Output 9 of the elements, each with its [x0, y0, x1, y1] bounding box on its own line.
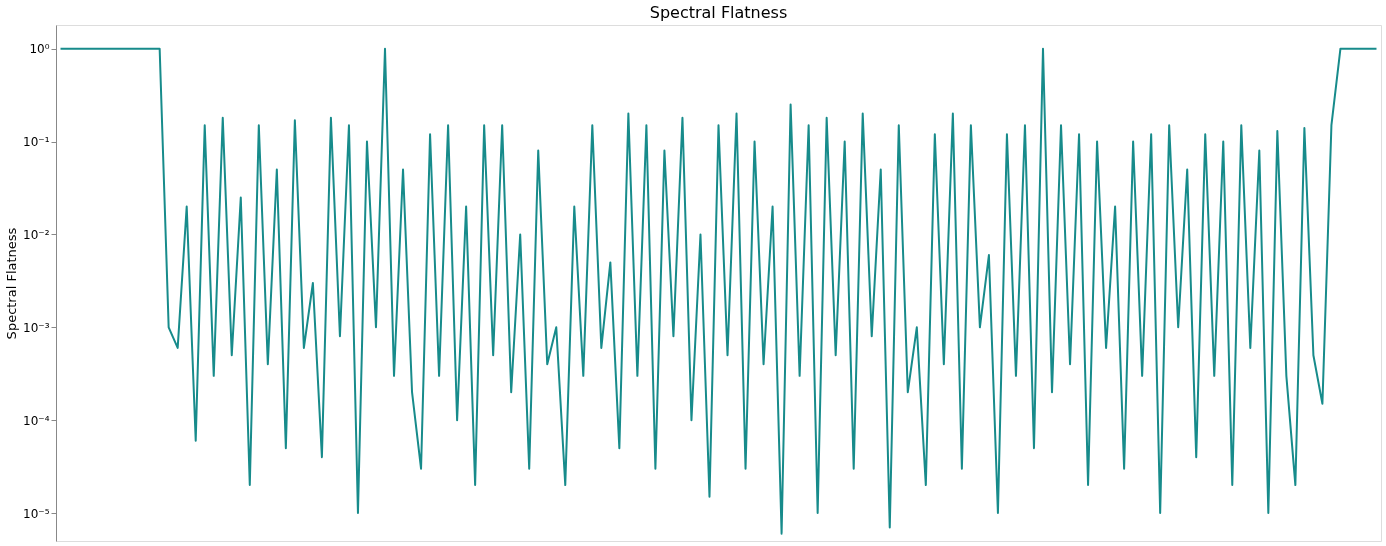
y-tick-label: 10⁰ [29, 42, 50, 57]
y-tick-label: 10⁻⁵ [23, 506, 50, 521]
chart-title: Spectral Flatness [649, 3, 788, 22]
line-series [59, 47, 1378, 535]
y-tick-label: 10⁻⁴ [23, 413, 50, 428]
y-tick-label: 10⁻³ [23, 320, 50, 335]
y-tick-label: 10⁻¹ [23, 135, 50, 150]
y-tick-label: 10⁻² [23, 227, 50, 242]
y-axis-title: Spectral Flatness [4, 227, 20, 340]
